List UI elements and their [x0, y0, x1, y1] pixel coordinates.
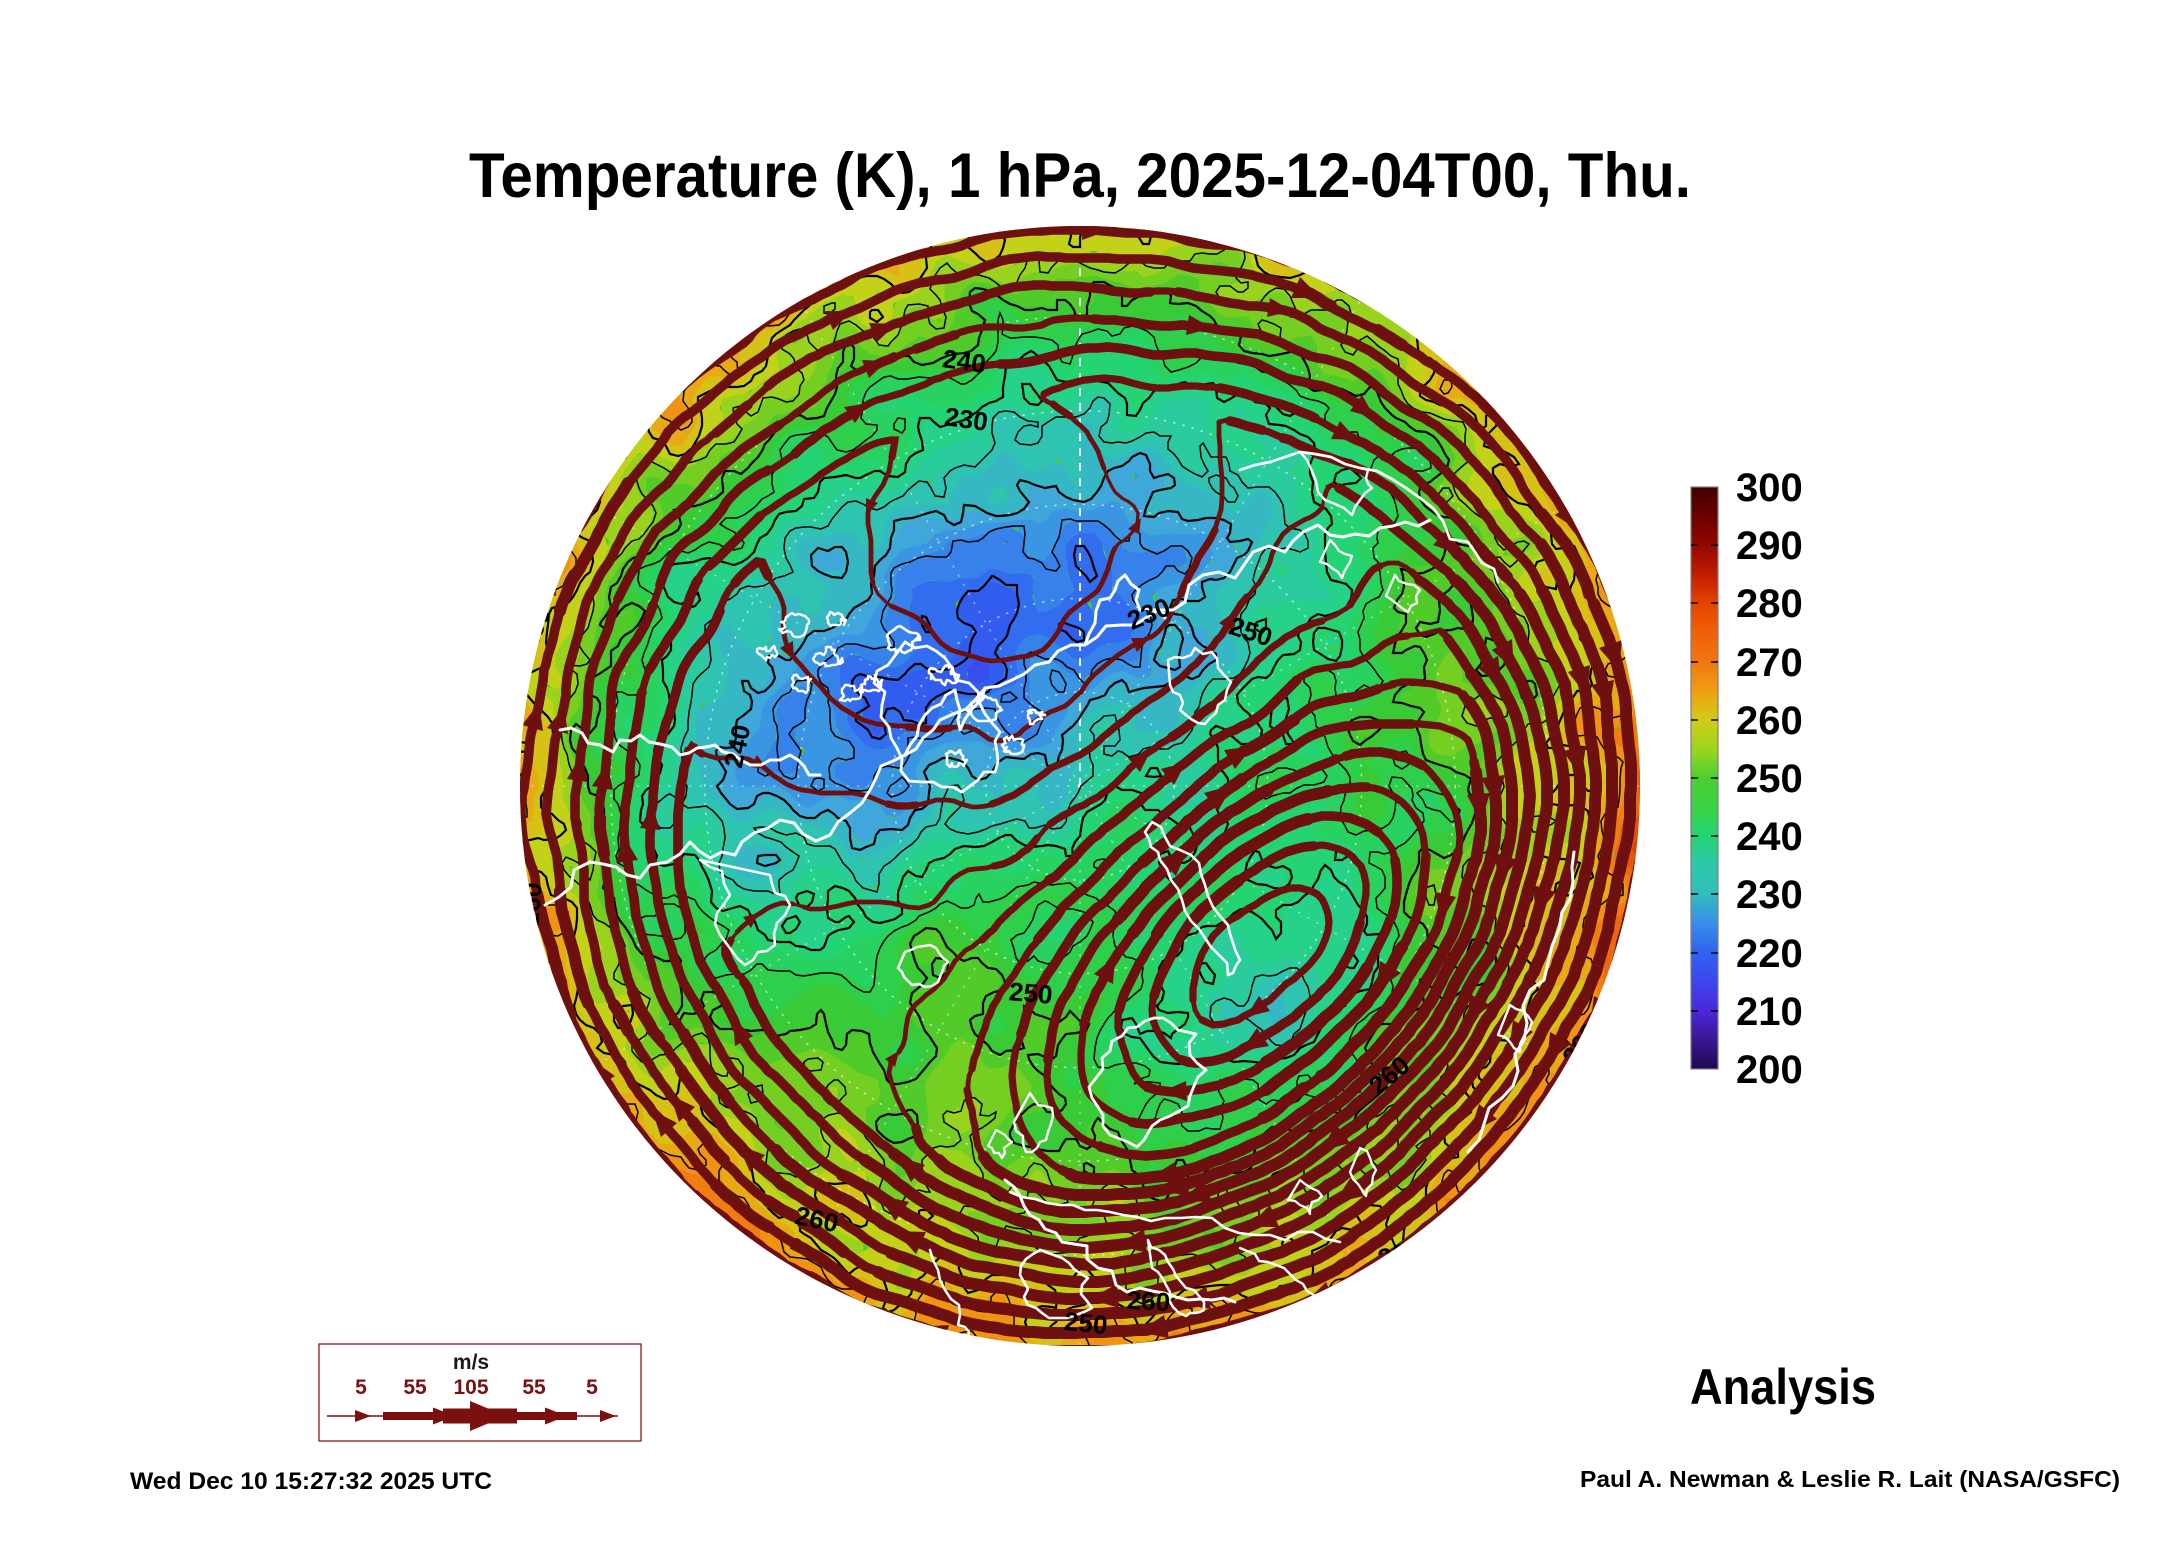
svg-text:260: 260 [514, 881, 548, 927]
svg-text:Analysis: Analysis [1690, 1359, 1876, 1415]
svg-text:230: 230 [943, 401, 990, 437]
svg-text:5: 5 [355, 1376, 367, 1399]
svg-text:260: 260 [578, 420, 629, 472]
svg-text:260: 260 [1736, 699, 1803, 743]
svg-text:Temperature (K), 1 hPa, 2025-1: Temperature (K), 1 hPa, 2025-12-04T00, T… [469, 141, 1691, 211]
svg-text:250: 250 [1736, 757, 1803, 801]
svg-text:260: 260 [1126, 1285, 1171, 1317]
svg-text:250: 250 [1008, 976, 1054, 1010]
svg-text:280: 280 [1736, 582, 1803, 626]
svg-text:5: 5 [586, 1376, 598, 1399]
svg-text:Wed Dec 10 15:27:32 2025 UTC: Wed Dec 10 15:27:32 2025 UTC [130, 1468, 492, 1495]
svg-text:220: 220 [1736, 932, 1803, 976]
svg-text:250: 250 [1063, 1306, 1109, 1340]
svg-text:200: 200 [1736, 1048, 1803, 1092]
svg-text:270: 270 [1736, 641, 1803, 685]
svg-text:240: 240 [941, 343, 988, 379]
svg-text:240: 240 [1736, 815, 1803, 859]
svg-text:230: 230 [1736, 873, 1803, 917]
svg-text:290: 290 [1736, 524, 1803, 568]
svg-text:55: 55 [403, 1376, 427, 1399]
svg-text:55: 55 [522, 1376, 546, 1399]
svg-text:210: 210 [1736, 990, 1803, 1034]
svg-text:300: 300 [1736, 466, 1803, 510]
svg-text:m/s: m/s [453, 1351, 489, 1374]
svg-text:105: 105 [453, 1376, 488, 1399]
svg-text:Paul A. Newman & Leslie R. Lai: Paul A. Newman & Leslie R. Lait (NASA/GS… [1580, 1466, 2120, 1492]
